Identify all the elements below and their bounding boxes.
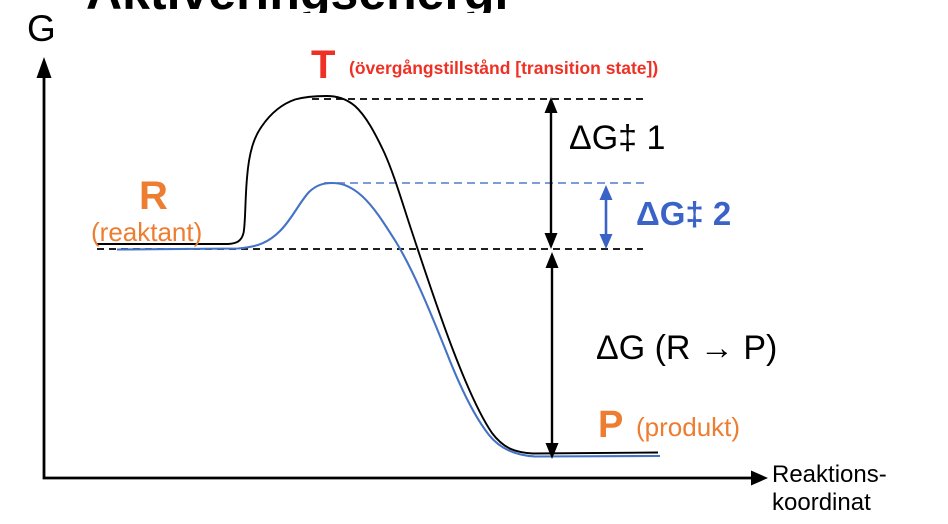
y-axis-arrowhead-icon bbox=[36, 57, 52, 78]
slide-title-clipped: Aktiveringsenergi bbox=[86, 0, 606, 13]
product-description: (produkt) bbox=[636, 412, 741, 442]
activation-energy-1-arrow bbox=[544, 97, 558, 249]
uncatalyzed-energy-curve bbox=[97, 95, 659, 455]
reaction-free-energy-arrow bbox=[545, 252, 559, 459]
transition-state-description: (övergångstillstånd [transition state]) bbox=[349, 58, 659, 78]
product-symbol: P bbox=[598, 404, 624, 446]
catalyzed-energy-curve bbox=[116, 181, 661, 458]
x-axis-arrowhead-icon bbox=[751, 470, 768, 486]
arrow-up-icon bbox=[545, 252, 559, 268]
arrow-up-icon bbox=[544, 97, 558, 113]
x-axis-label-line1: Reaktions- bbox=[772, 461, 887, 488]
slide-title-text: Aktiveringsenergi bbox=[86, 0, 606, 13]
y-axis-label: G bbox=[27, 8, 56, 49]
x-axis-label: Reaktions- koordinat bbox=[772, 461, 887, 517]
arrow-down-icon bbox=[544, 233, 558, 249]
reactant-symbol: R bbox=[139, 174, 168, 218]
x-axis-label-line2: koordinat bbox=[772, 489, 871, 516]
activation-energy-1-label: ΔG‡ 1 bbox=[569, 119, 666, 157]
transition-state-symbol: T bbox=[311, 43, 336, 87]
reaction-free-energy-label: ΔG (R → P) bbox=[596, 329, 778, 367]
arrow-up-icon bbox=[599, 185, 613, 200]
activation-energy-2-label: ΔG‡ 2 bbox=[636, 195, 732, 232]
arrow-down-icon bbox=[545, 443, 559, 459]
axes-lines bbox=[42, 76, 753, 480]
reactant-description: (reaktant) bbox=[91, 217, 203, 247]
arrow-down-icon bbox=[599, 234, 613, 249]
activation-energy-2-arrow bbox=[599, 185, 613, 249]
